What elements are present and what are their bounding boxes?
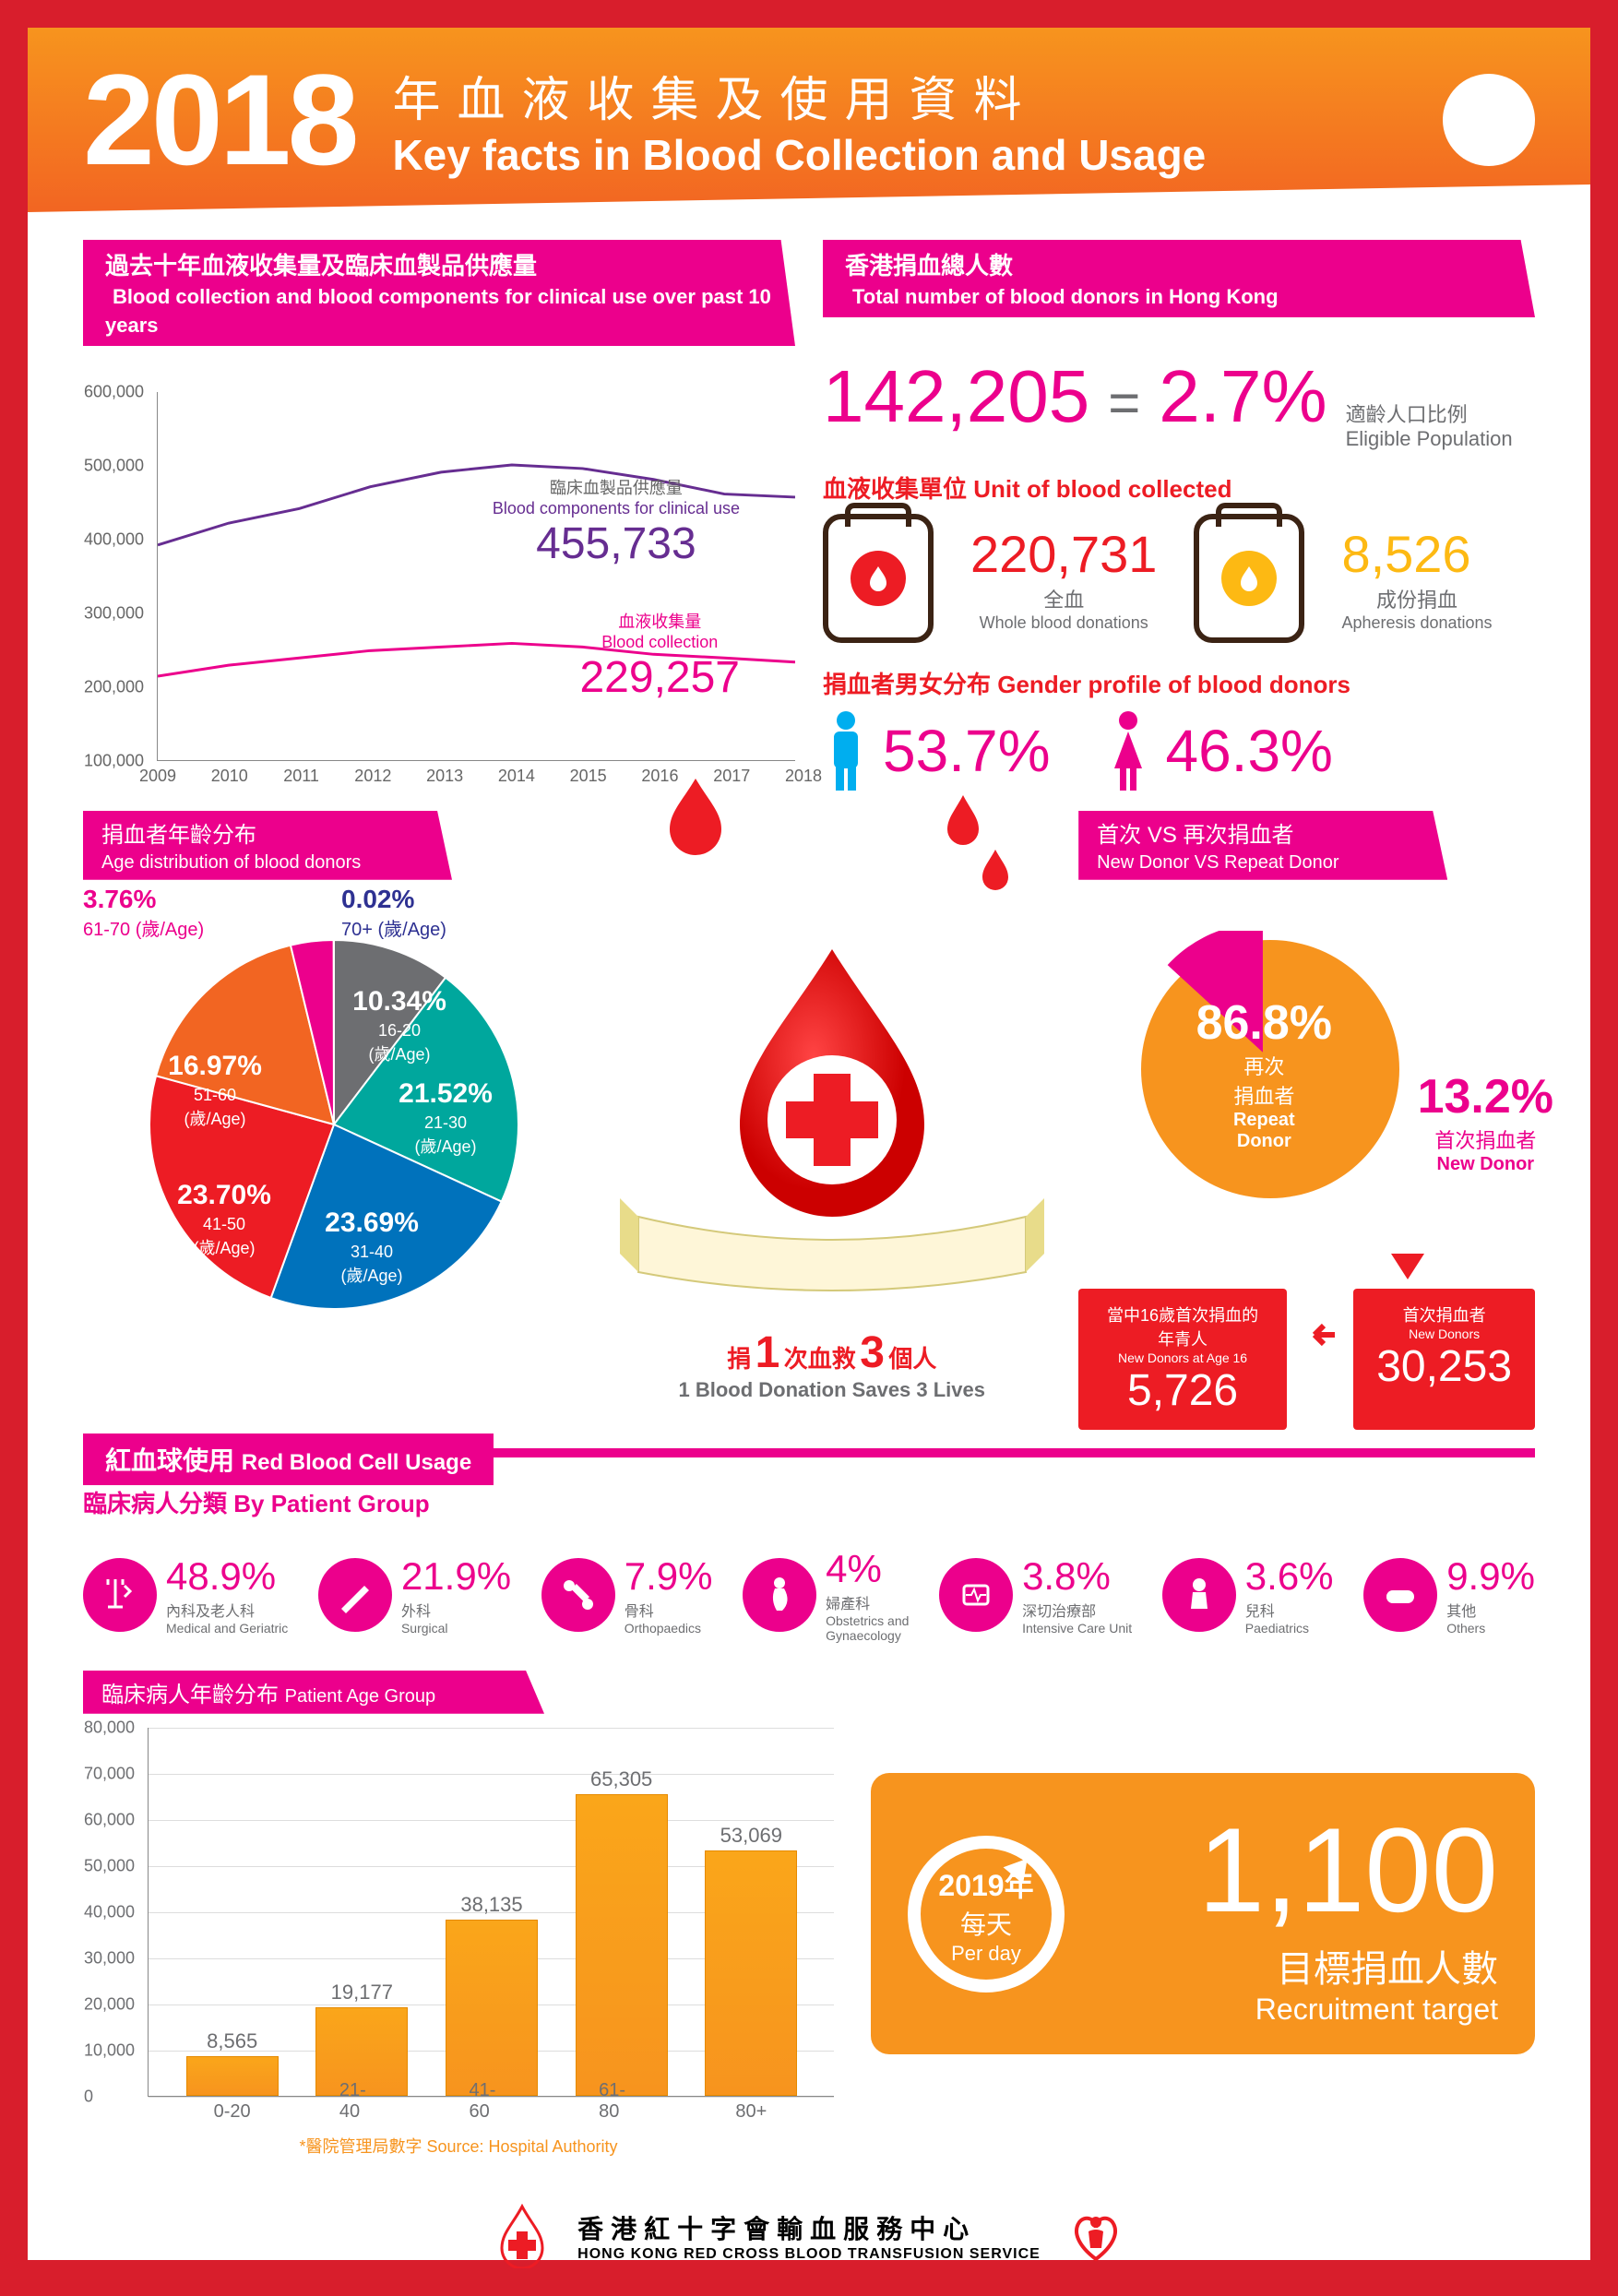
donors-title: 香港捐血總人數 Total number of blood donors in … bbox=[823, 240, 1535, 317]
header-banner: 2018 年血液收集及使用資料 Key facts in Blood Colle… bbox=[28, 28, 1590, 212]
new-donors-box: 首次捐血者 New Donors 30,253 bbox=[1353, 1289, 1535, 1430]
header-year: 2018 bbox=[83, 45, 355, 195]
gender-row: 53.7% 46.3% bbox=[823, 709, 1535, 792]
unit-collected-heading: 血液收集單位 Unit of blood collected bbox=[823, 470, 1535, 505]
header-title-en: Key facts in Blood Collection and Usage bbox=[392, 130, 1206, 180]
bone-icon bbox=[541, 1558, 615, 1632]
header-circle-decoration bbox=[1443, 74, 1535, 166]
medical-icon bbox=[83, 1558, 157, 1632]
patient-group-heading: 臨床病人分類 By Patient Group bbox=[83, 1490, 430, 1517]
age-dist-title: 捐血者年齡分布 Age distribution of blood donors bbox=[83, 811, 452, 880]
blood-bag-icon bbox=[823, 514, 934, 643]
header-title-cn: 年血液收集及使用資料 bbox=[392, 61, 1206, 130]
pill-icon bbox=[1363, 1558, 1437, 1632]
icu-icon bbox=[939, 1558, 1013, 1632]
line-chart: 臨床血製品供應量 Blood components for clinical u… bbox=[157, 392, 795, 761]
arrow-down-icon bbox=[1391, 1254, 1424, 1279]
bar-chart-source: *醫院管理局數字 Source: Hospital Authority bbox=[83, 2134, 834, 2158]
footer: 香港紅十字會輸血服務中心 HONG KONG RED CROSS BLOOD T… bbox=[83, 2204, 1535, 2268]
donor-vs-pie: 86.8% 再次 捐血者 Repeat Donor 13.2% 首次捐血者 Ne… bbox=[1132, 931, 1482, 1207]
target-year-circle: 2019年 每天 Per day bbox=[908, 1836, 1065, 1993]
male-icon bbox=[823, 709, 869, 792]
donors-total-row: 142,205 = 2.7% 適齡人口比例 Eligible Populatio… bbox=[823, 354, 1535, 452]
gender-heading: 捐血者男女分布 Gender profile of blood donors bbox=[823, 666, 1535, 700]
female-icon bbox=[1105, 709, 1151, 792]
patient-age-bar-chart: 010,00020,00030,00040,00050,00060,00070,… bbox=[148, 1728, 834, 2097]
scalpel-icon bbox=[318, 1558, 392, 1632]
patient-age-title: 臨床病人年齡分布 Patient Age Group bbox=[83, 1671, 544, 1714]
rbc-title-bar: 紅血球使用 Red Blood Cell Usage bbox=[83, 1448, 1535, 1457]
pregnant-icon bbox=[743, 1558, 816, 1632]
age16-donors-box: 當中16歲首次捐血的年青人 New Donors at Age 16 5,726 bbox=[1078, 1289, 1287, 1430]
age-pie-chart: 10.34%16-20(歲/Age) 21.52%21-30(歲/Age) 23… bbox=[140, 931, 528, 1318]
unit-row: 220,731 全血 Whole blood donations 8,526 成… bbox=[823, 514, 1535, 643]
arrow-left-icon bbox=[1305, 1289, 1335, 1381]
donor-vs-title: 首次 VS 再次捐血者 New Donor VS Repeat Donor bbox=[1078, 811, 1447, 880]
child-icon bbox=[1162, 1558, 1236, 1632]
patient-group-row: 48.9% 內科及老人科 Medical and Geriatric 21.9%… bbox=[83, 1547, 1535, 1643]
center-slogan: 捐 1 次血救 3 個人 1 Blood Donation Saves 3 Li… bbox=[603, 811, 1060, 1430]
red-cross-drop-icon bbox=[494, 2204, 550, 2268]
line-chart-title: 過去十年血液收集量及臨床血製品供應量 Blood collection and … bbox=[83, 240, 795, 346]
recruitment-target-box: 2019年 每天 Per day 1,100 目標捐血人數 Recruitmen… bbox=[871, 1773, 1535, 2054]
apheresis-bag-icon bbox=[1194, 514, 1304, 643]
heart-person-icon bbox=[1068, 2204, 1124, 2268]
